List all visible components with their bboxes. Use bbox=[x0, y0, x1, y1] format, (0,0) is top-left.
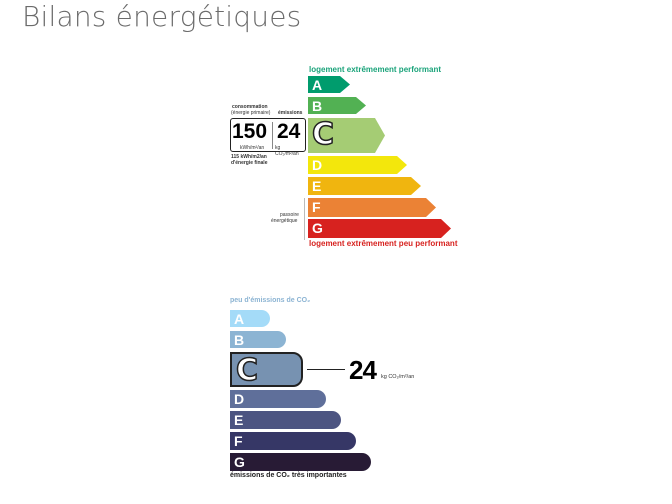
dpe-class-letter: F bbox=[312, 199, 321, 215]
ges-class-letter: C bbox=[235, 353, 259, 389]
ges-class-f-bar: F bbox=[230, 432, 356, 450]
ges-unit: kg CO₂/m²/an bbox=[381, 374, 415, 380]
ges-class-b-bar: B bbox=[230, 331, 286, 348]
ges-class-c-bar: C bbox=[230, 352, 303, 389]
dpe-class-g-bar: G bbox=[308, 219, 451, 238]
dpe-class-letter: G bbox=[312, 220, 323, 236]
divider bbox=[272, 122, 273, 149]
consumption-unit: kWh/m²/an bbox=[240, 145, 265, 151]
passoire-line2: énergétique bbox=[271, 218, 298, 224]
dpe-class-letter: A bbox=[312, 77, 323, 93]
ges-class-letter: G bbox=[234, 454, 245, 470]
ges-class-d-bar: D bbox=[230, 390, 326, 408]
dpe-class-c-bar: C bbox=[308, 118, 385, 153]
emissions-value: 24 bbox=[277, 120, 301, 143]
consumption-value: 150 bbox=[232, 120, 268, 143]
passoire-line bbox=[304, 198, 305, 240]
dpe-class-letter: E bbox=[312, 178, 322, 194]
final-energy-line2: d'énergie finale bbox=[231, 160, 268, 166]
dpe-class-f-bar: F bbox=[308, 198, 436, 217]
ges-class-letter: B bbox=[234, 332, 245, 348]
ges-class-letter: F bbox=[234, 433, 243, 449]
page-title: Bilans énergétiques bbox=[22, 0, 302, 33]
ges-class-letter: D bbox=[234, 391, 245, 407]
ges-class-e-bar: E bbox=[230, 411, 341, 429]
dpe-class-letter: C bbox=[312, 117, 335, 152]
dpe-class-e-bar: E bbox=[308, 177, 421, 195]
emissions-unit: kg CO₂/m²/an bbox=[275, 145, 299, 157]
dpe-class-letter: D bbox=[312, 157, 323, 173]
ges-pointer-line bbox=[307, 369, 345, 370]
dpe-bottom-label: logement extrêmement peu performant bbox=[309, 239, 458, 248]
ges-class-letter: E bbox=[234, 412, 244, 428]
ges-bottom-label: émissions de CO₂ très importantes bbox=[230, 472, 347, 479]
ges-class-letter: A bbox=[234, 311, 245, 327]
emissions-label: émissions bbox=[278, 110, 303, 116]
dpe-class-d-bar: D bbox=[308, 156, 407, 174]
dpe-values-box: 150 24 kWh/m²/an kg CO₂/m²/an bbox=[230, 118, 306, 157]
ges-top-label: peu d'émissions de CO₂ bbox=[230, 297, 311, 304]
ges-class-g-bar: G bbox=[230, 453, 371, 471]
final-energy-line1: 115 kWh/m2/an bbox=[231, 154, 267, 160]
ges-class-a-bar: A bbox=[230, 310, 270, 327]
ges-value: 24 bbox=[349, 355, 377, 385]
passoire-line1: passoire bbox=[280, 212, 299, 218]
dpe-class-b-bar: B bbox=[308, 97, 366, 114]
consumption-label: consommation bbox=[232, 104, 268, 110]
consumption-sub: (énergie primaire) bbox=[231, 110, 271, 116]
dpe-class-a-bar: A bbox=[308, 76, 350, 93]
dpe-top-label: logement extrêmement performant bbox=[309, 65, 442, 74]
dpe-class-letter: B bbox=[312, 98, 323, 114]
